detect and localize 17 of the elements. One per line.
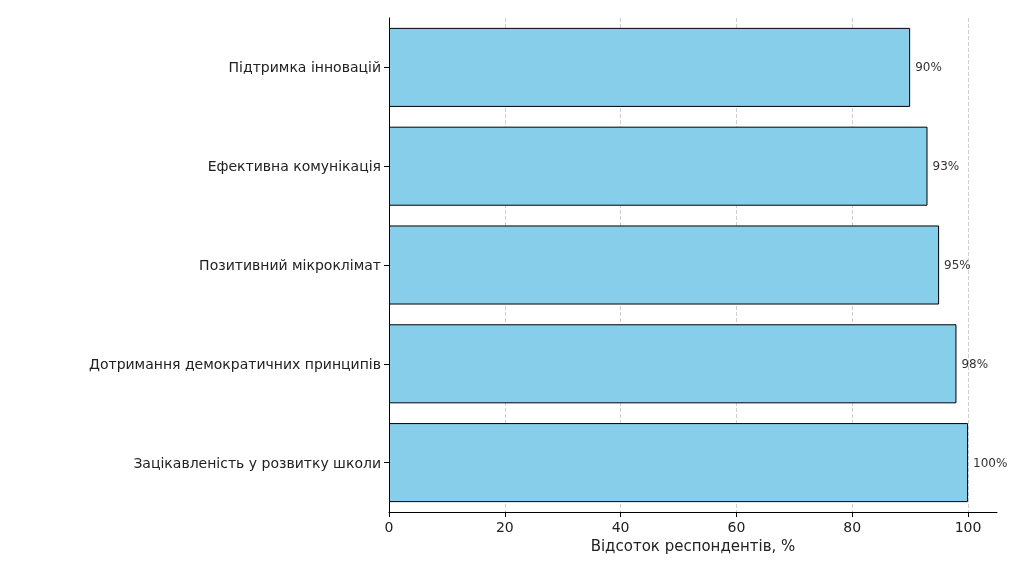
data-label: 100% (973, 455, 1008, 470)
x-tick-label: 60 (727, 519, 746, 535)
y-tick-label: Ефективна комунікація (207, 158, 381, 175)
x-tick-label: 0 (384, 519, 394, 535)
y-tick-label: Позитивний мікроклімат (199, 257, 381, 273)
x-tick-label: 20 (495, 519, 514, 535)
y-tick-label: Дотримання демократичних принципів (88, 355, 381, 372)
data-label: 98% (961, 356, 989, 371)
x-tick-label: 80 (843, 519, 862, 535)
x-tick-label: 100 (954, 519, 982, 535)
data-label: 90% (915, 60, 942, 75)
y-tick-label: Зацікавленість у розвитку школи (133, 454, 381, 471)
x-axis-title: Відсоток респондентів, % (590, 537, 796, 556)
data-label: 95% (944, 258, 971, 272)
data-label: 93% (932, 159, 960, 174)
y-tick-label: Підтримка інновацій (228, 59, 381, 76)
x-tick-label: 40 (611, 519, 630, 535)
